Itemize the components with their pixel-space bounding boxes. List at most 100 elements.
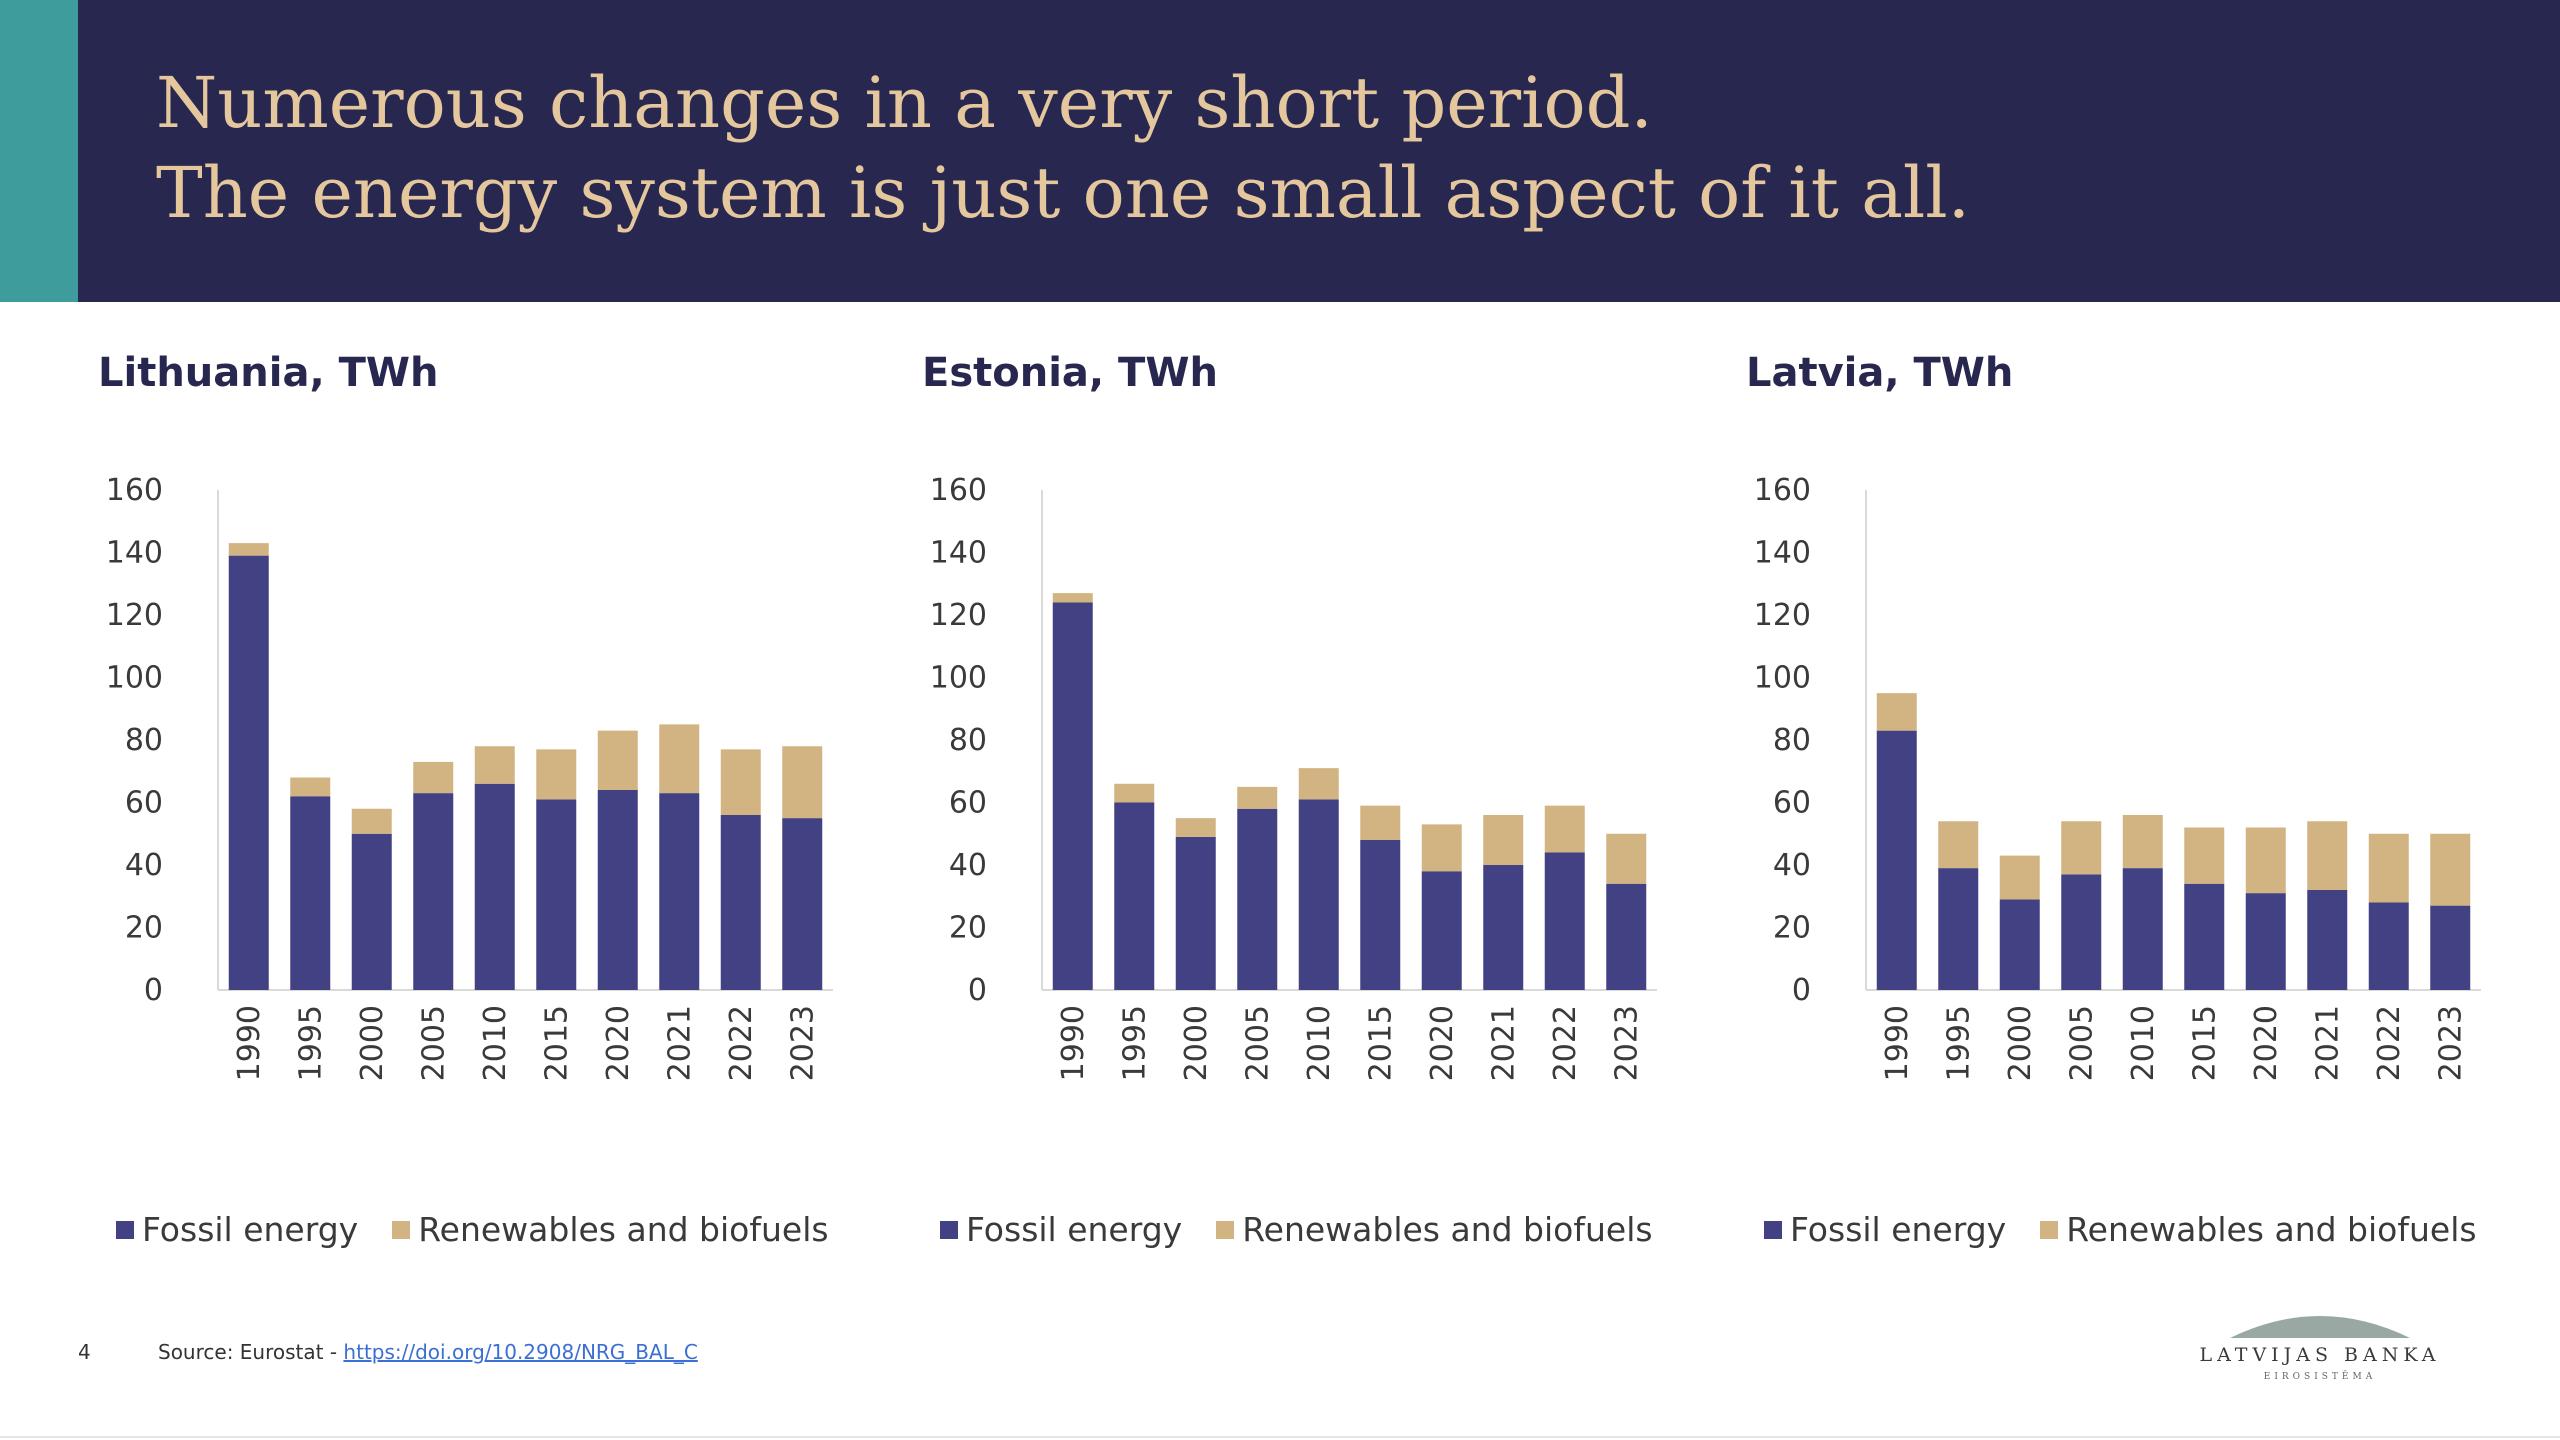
x-tick-label: 2020 bbox=[601, 1005, 636, 1081]
bar-renewables-1995 bbox=[1114, 783, 1155, 803]
y-tick-label: 0 bbox=[968, 973, 987, 1008]
legend-item-fossil: Fossil energy bbox=[116, 1210, 358, 1249]
bar-renewables-2023 bbox=[782, 746, 823, 819]
bar-fossil-2021 bbox=[1483, 865, 1524, 990]
bar-fossil-1995 bbox=[1114, 802, 1155, 990]
bar-renewables-2023 bbox=[1606, 833, 1647, 884]
y-tick-label: 120 bbox=[106, 598, 163, 633]
bar-renewables-1990 bbox=[1876, 693, 1917, 731]
legend-swatch-fossil bbox=[1764, 1220, 1782, 1239]
bar-renewables-1990 bbox=[228, 543, 269, 556]
y-tick-label: 40 bbox=[1773, 848, 1811, 883]
bar-fossil-1990 bbox=[1052, 602, 1093, 990]
y-tick-label: 0 bbox=[144, 973, 163, 1008]
bar-renewables-2020 bbox=[597, 730, 638, 790]
chart-title: Latvia, TWh bbox=[1746, 350, 2014, 396]
bar-renewables-2015 bbox=[536, 749, 577, 800]
legend-label-fossil: Fossil energy bbox=[142, 1210, 359, 1249]
source-link[interactable]: https://doi.org/10.2908/NRG_BAL_C bbox=[343, 1340, 698, 1364]
bar-renewables-2015 bbox=[2184, 827, 2225, 884]
bar-fossil-2000 bbox=[351, 833, 392, 990]
x-tick-label: 2021 bbox=[2310, 1005, 2345, 1081]
x-tick-label: 2015 bbox=[2187, 1005, 2222, 1081]
page-title: Numerous changes in a very short period.… bbox=[156, 58, 1970, 238]
x-tick-label: 2015 bbox=[1363, 1005, 1398, 1081]
bar-fossil-2023 bbox=[782, 818, 823, 990]
bar-renewables-2022 bbox=[2368, 833, 2409, 903]
bar-renewables-2005 bbox=[413, 761, 454, 794]
x-tick-label: 2021 bbox=[662, 1005, 697, 1081]
x-tick-label: 2000 bbox=[1179, 1005, 1214, 1081]
bar-renewables-2000 bbox=[351, 808, 392, 834]
y-tick-label: 140 bbox=[106, 536, 163, 571]
source-note: Source: Eurostat - https://doi.org/10.29… bbox=[158, 1340, 698, 1364]
legend-label-renewables: Renewables and biofuels bbox=[418, 1210, 829, 1249]
y-tick-label: 20 bbox=[949, 911, 987, 946]
x-tick-label: 2000 bbox=[2003, 1005, 2038, 1081]
y-tick-label: 100 bbox=[106, 661, 163, 696]
legend-swatch-renewables bbox=[2040, 1220, 2059, 1239]
y-tick-label: 60 bbox=[1773, 786, 1811, 821]
y-tick-label: 60 bbox=[125, 786, 163, 821]
x-tick-label: 2010 bbox=[2126, 1005, 2161, 1081]
bar-fossil-2010 bbox=[2122, 868, 2163, 990]
y-tick-label: 160 bbox=[930, 473, 987, 508]
y-tick-label: 60 bbox=[949, 786, 987, 821]
bar-renewables-1995 bbox=[1938, 821, 1979, 869]
bar-renewables-2010 bbox=[1298, 768, 1339, 800]
bar-fossil-2023 bbox=[1606, 883, 1647, 990]
chart-estonia: 0 20 40 60 80 100 120 140 160 1990 1995 2000 2005 201… bbox=[930, 473, 1657, 1081]
x-tick-label: 2022 bbox=[1548, 1005, 1583, 1081]
y-tick-label: 20 bbox=[125, 911, 163, 946]
bar-renewables-2020 bbox=[1421, 824, 1462, 872]
legend-label-fossil: Fossil energy bbox=[1790, 1210, 2007, 1249]
bar-fossil-2022 bbox=[2368, 902, 2409, 990]
x-tick-label: 2023 bbox=[2433, 1005, 2468, 1081]
header-banner bbox=[0, 0, 2560, 302]
legend-item-fossil: Fossil energy bbox=[1764, 1210, 2006, 1249]
x-tick-label: 1990 bbox=[1880, 1005, 1915, 1081]
x-tick-label: 2020 bbox=[1425, 1005, 1460, 1081]
y-tick-label: 0 bbox=[1792, 973, 1811, 1008]
bar-fossil-2021 bbox=[2307, 890, 2348, 990]
source-prefix: Source: Eurostat - bbox=[158, 1340, 344, 1364]
legend-item-renewables: Renewables and biofuels bbox=[392, 1210, 829, 1249]
legend-label-renewables: Renewables and biofuels bbox=[2066, 1210, 2477, 1249]
bar-renewables-2022 bbox=[1544, 805, 1585, 853]
bar-renewables-2023 bbox=[2430, 833, 2471, 906]
bar-fossil-2005 bbox=[2061, 874, 2102, 990]
bar-fossil-1995 bbox=[1938, 868, 1979, 990]
bar-fossil-1990 bbox=[1876, 730, 1917, 990]
bar-renewables-2000 bbox=[1999, 855, 2040, 900]
chart-title: Estonia, TWh bbox=[922, 350, 1218, 396]
bar-fossil-2022 bbox=[1544, 852, 1585, 990]
bar-fossil-2015 bbox=[2184, 883, 2225, 990]
chart-legend: Fossil energy Renewables and biofuels bbox=[116, 1210, 863, 1249]
y-tick-label: 120 bbox=[930, 598, 987, 633]
y-tick-label: 80 bbox=[949, 723, 987, 758]
bar-fossil-2020 bbox=[1421, 871, 1462, 990]
x-tick-label: 2022 bbox=[2372, 1005, 2407, 1081]
legend-item-renewables: Renewables and biofuels bbox=[1216, 1210, 1653, 1249]
y-tick-label: 40 bbox=[125, 848, 163, 883]
x-tick-label: 2010 bbox=[1302, 1005, 1337, 1081]
x-tick-label: 2000 bbox=[355, 1005, 390, 1081]
legend-item-renewables: Renewables and biofuels bbox=[2040, 1210, 2477, 1249]
chart-title: Lithuania, TWh bbox=[98, 350, 439, 396]
bar-renewables-2005 bbox=[2061, 821, 2102, 875]
legend-swatch-renewables bbox=[392, 1220, 411, 1239]
y-tick-label: 100 bbox=[1754, 661, 1811, 696]
title-line-2: The energy system is just one small aspe… bbox=[156, 152, 1970, 234]
x-tick-label: 2015 bbox=[539, 1005, 574, 1081]
bar-renewables-1995 bbox=[290, 777, 331, 797]
y-tick-label: 140 bbox=[930, 536, 987, 571]
logo-subtitle: EIROSISTĒMA bbox=[2263, 1372, 2377, 1382]
title-line-1: Numerous changes in a very short period. bbox=[156, 62, 1653, 144]
bar-renewables-2022 bbox=[720, 749, 761, 815]
chart-lithuania: 0 20 40 60 80 100 120 140 160 1990 1995 2000 2005 201… bbox=[106, 473, 833, 1081]
x-tick-label: 2005 bbox=[2064, 1005, 2099, 1081]
chart-panel-latvia: Latvia, TWh 0 20 40 60 80 100 120 140 160 1990 199… bbox=[1746, 350, 2546, 1280]
chart-legend: Fossil energy Renewables and biofuels bbox=[940, 1210, 1687, 1249]
x-tick-label: 2021 bbox=[1486, 1005, 1521, 1081]
chart-legend: Fossil energy Renewables and biofuels bbox=[1764, 1210, 2511, 1249]
